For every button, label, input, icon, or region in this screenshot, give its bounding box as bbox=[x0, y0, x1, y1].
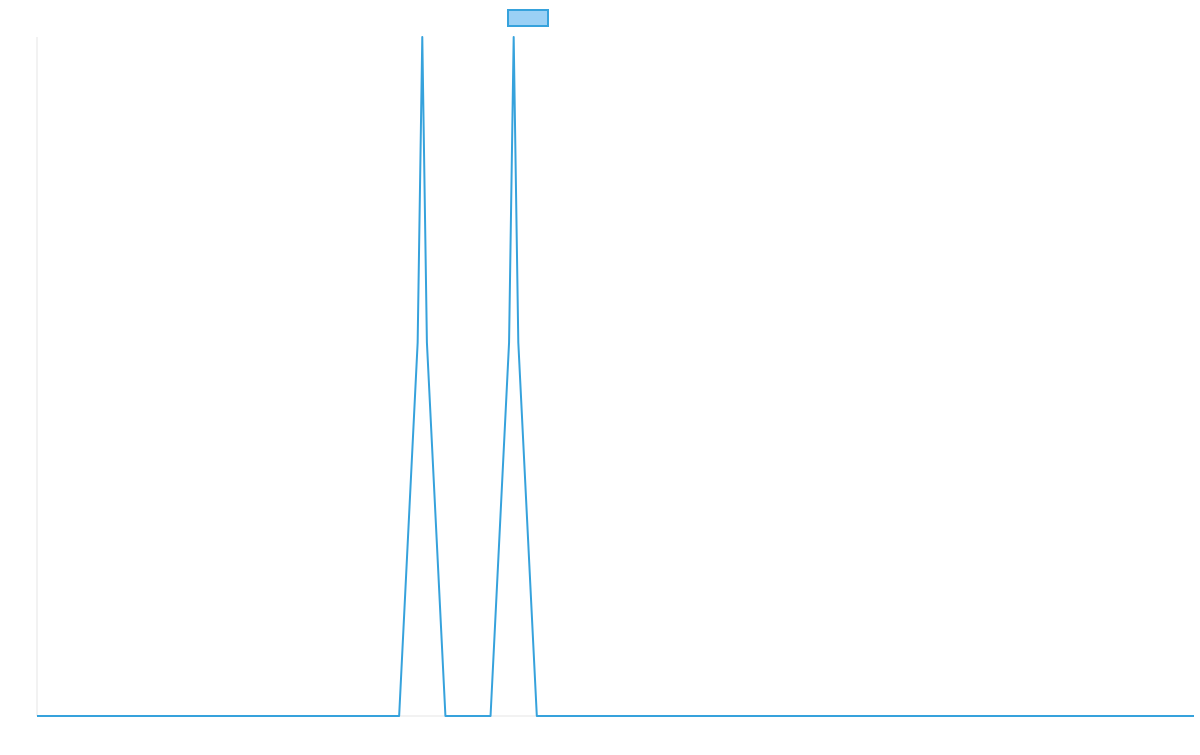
series-line-0[interactable] bbox=[37, 36, 1194, 717]
legend[interactable] bbox=[507, 9, 549, 27]
axes bbox=[36, 37, 1194, 717]
series-layer bbox=[37, 36, 1194, 717]
legend-swatch[interactable] bbox=[507, 9, 549, 27]
